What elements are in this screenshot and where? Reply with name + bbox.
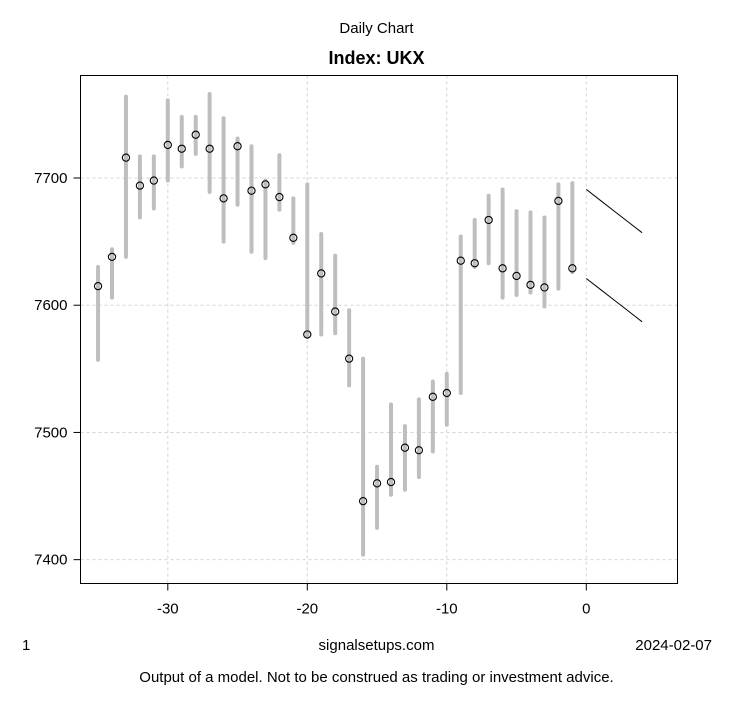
close-marker bbox=[275, 192, 284, 202]
y-axis-tick-label: 7700 bbox=[34, 170, 67, 187]
close-marker bbox=[372, 479, 382, 488]
close-marker bbox=[163, 140, 172, 150]
close-marker bbox=[93, 281, 103, 291]
close-marker bbox=[400, 443, 410, 452]
close-marker bbox=[149, 176, 158, 185]
y-axis-tick-label: 7600 bbox=[34, 297, 67, 314]
close-marker bbox=[219, 194, 228, 203]
close-marker bbox=[107, 252, 117, 262]
x-axis-tick-label: -20 bbox=[296, 601, 318, 618]
close-marker bbox=[568, 264, 577, 273]
x-axis-tick-label: -30 bbox=[157, 601, 179, 618]
plot-border bbox=[80, 75, 678, 584]
close-marker bbox=[358, 496, 368, 506]
close-marker bbox=[470, 259, 479, 268]
close-marker bbox=[526, 280, 535, 290]
close-marker bbox=[498, 264, 507, 273]
close-marker bbox=[540, 283, 549, 292]
close-marker bbox=[442, 388, 451, 398]
close-marker bbox=[484, 215, 493, 225]
forecast-line bbox=[585, 189, 643, 234]
close-marker bbox=[121, 153, 131, 162]
close-marker bbox=[261, 180, 270, 189]
chart-subtitle: Index: UKX bbox=[328, 48, 425, 68]
close-marker bbox=[512, 271, 521, 281]
forecast-line bbox=[585, 278, 643, 323]
close-marker bbox=[205, 144, 214, 153]
close-marker bbox=[456, 256, 465, 265]
close-marker bbox=[386, 477, 396, 487]
close-marker bbox=[135, 181, 145, 190]
close-marker bbox=[414, 446, 424, 455]
close-marker bbox=[177, 144, 186, 153]
close-marker bbox=[303, 330, 312, 339]
close-marker bbox=[331, 307, 340, 316]
close-marker bbox=[247, 186, 256, 195]
close-marker bbox=[317, 269, 326, 278]
footer-page-number: 1 bbox=[22, 637, 31, 654]
footer-source: signalsetups.com bbox=[318, 637, 435, 654]
x-axis-tick-label: -10 bbox=[436, 601, 458, 618]
close-marker bbox=[554, 196, 563, 206]
chart-title: Daily Chart bbox=[339, 20, 414, 37]
close-marker bbox=[191, 130, 200, 139]
footer-date: 2024-02-07 bbox=[635, 637, 712, 654]
close-marker bbox=[428, 392, 437, 401]
close-marker bbox=[233, 142, 242, 151]
y-axis-tick-label: 7400 bbox=[34, 552, 67, 569]
close-marker bbox=[344, 354, 354, 363]
disclaimer-text: Output of a model. Not to be construed a… bbox=[139, 669, 614, 686]
y-axis-tick-label: 7500 bbox=[34, 424, 67, 441]
close-marker bbox=[289, 233, 298, 242]
x-axis-tick-label: 0 bbox=[582, 601, 590, 618]
